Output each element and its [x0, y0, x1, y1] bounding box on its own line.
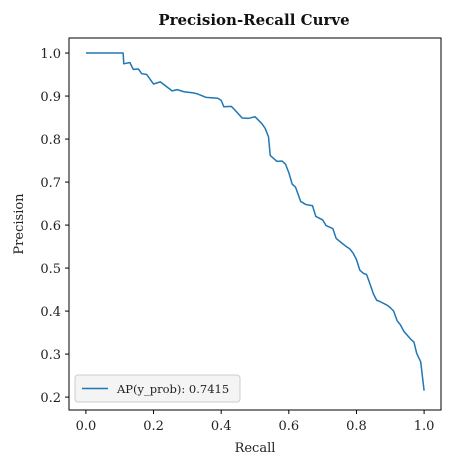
- y-tick-label: 0.4: [40, 305, 61, 320]
- x-tick-label: 1.0: [414, 419, 435, 434]
- y-tick-label: 0.7: [40, 176, 61, 191]
- legend: AP(y_prob): 0.7415: [74, 374, 241, 403]
- y-tick-label: 0.9: [40, 90, 61, 105]
- axes: 0.0 0.2 0.4 0.6 0.8 1.0 0.2 0.3 0.4 0.5 0.6 0.7 0.8 0…: [40, 47, 434, 434]
- y-tick-label: 0.6: [40, 219, 61, 234]
- y-tick-label: 0.2: [40, 391, 61, 406]
- x-tick-label: 0.2: [143, 419, 164, 434]
- y-tick-label: 0.3: [40, 348, 61, 363]
- legend-entry: AP(y_prob): 0.7415: [116, 382, 229, 396]
- x-tick-label: 0.0: [76, 419, 97, 434]
- legend-box: [74, 374, 241, 403]
- y-tick-label: 0.5: [40, 262, 61, 277]
- y-tick-label: 1.0: [40, 47, 61, 62]
- plot-frame: [68, 37, 442, 411]
- series-line-0: [85, 52, 425, 391]
- chart-title: Precision-Recall Curve: [158, 11, 349, 29]
- series-group: [85, 52, 425, 391]
- y-axis-label: Precision: [12, 193, 27, 255]
- x-tick-label: 0.4: [211, 419, 232, 434]
- x-tick-label: 0.6: [278, 419, 299, 434]
- x-axis-label: Recall: [235, 441, 276, 456]
- y-tick-label: 0.8: [40, 133, 61, 148]
- x-tick-label: 0.8: [346, 419, 367, 434]
